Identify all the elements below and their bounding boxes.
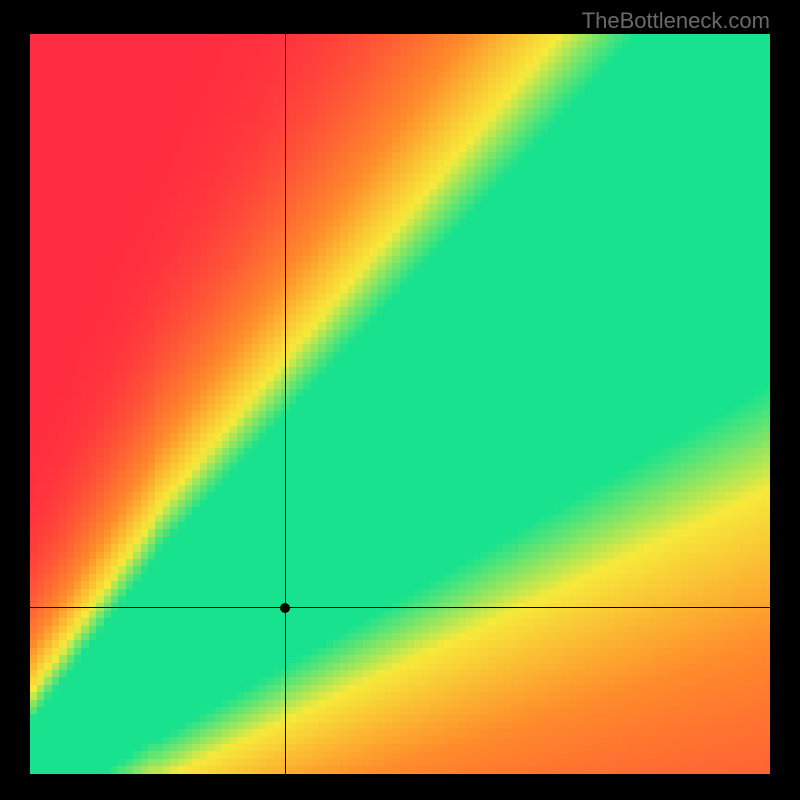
crosshair-horizontal — [30, 607, 770, 608]
marker-point — [280, 603, 290, 613]
crosshair-vertical — [285, 34, 286, 774]
heatmap-plot — [30, 34, 770, 774]
watermark-text: TheBottleneck.com — [582, 8, 770, 34]
heatmap-canvas — [30, 34, 770, 774]
